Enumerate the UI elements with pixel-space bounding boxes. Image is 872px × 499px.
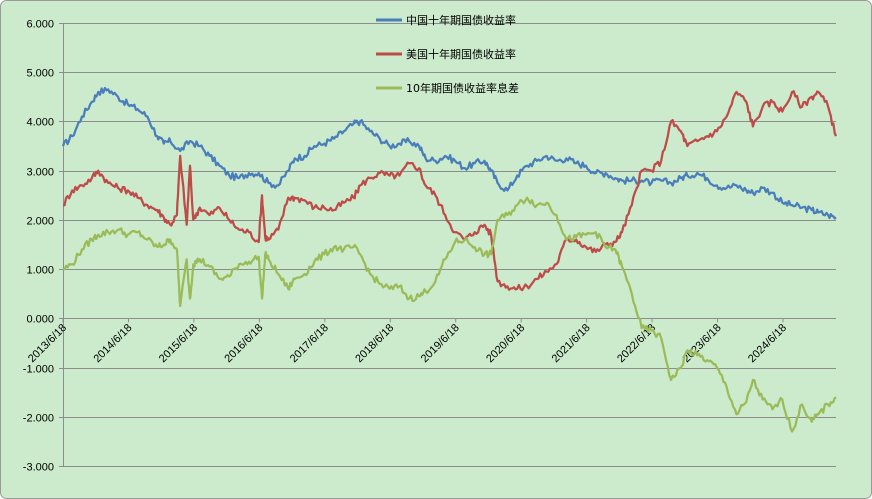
legend-label: 中国十年期国债收益率: [406, 13, 516, 27]
y-tick-label: 3.000: [26, 167, 54, 179]
y-tick-label: 6.000: [26, 19, 54, 31]
y-tick-label: 5.000: [26, 68, 54, 80]
y-tick-label: -3.000: [23, 462, 54, 474]
y-tick-label: -1.000: [23, 364, 54, 376]
y-tick-label: -2.000: [23, 413, 54, 425]
y-tick-label: 2.000: [26, 216, 54, 228]
series-line-3: [62, 196, 837, 433]
legend-label: 10年期国债收益率息差: [406, 81, 519, 95]
series-lines: [61, 86, 838, 433]
series-line-1: [61, 86, 837, 220]
y-tick-label: 0.000: [26, 314, 54, 326]
y-tick-label: 1.000: [26, 265, 54, 277]
legend-label: 美国十年期国债收益率: [406, 47, 516, 61]
y-tick-label: 4.000: [26, 117, 54, 129]
series-line-2: [62, 90, 838, 292]
